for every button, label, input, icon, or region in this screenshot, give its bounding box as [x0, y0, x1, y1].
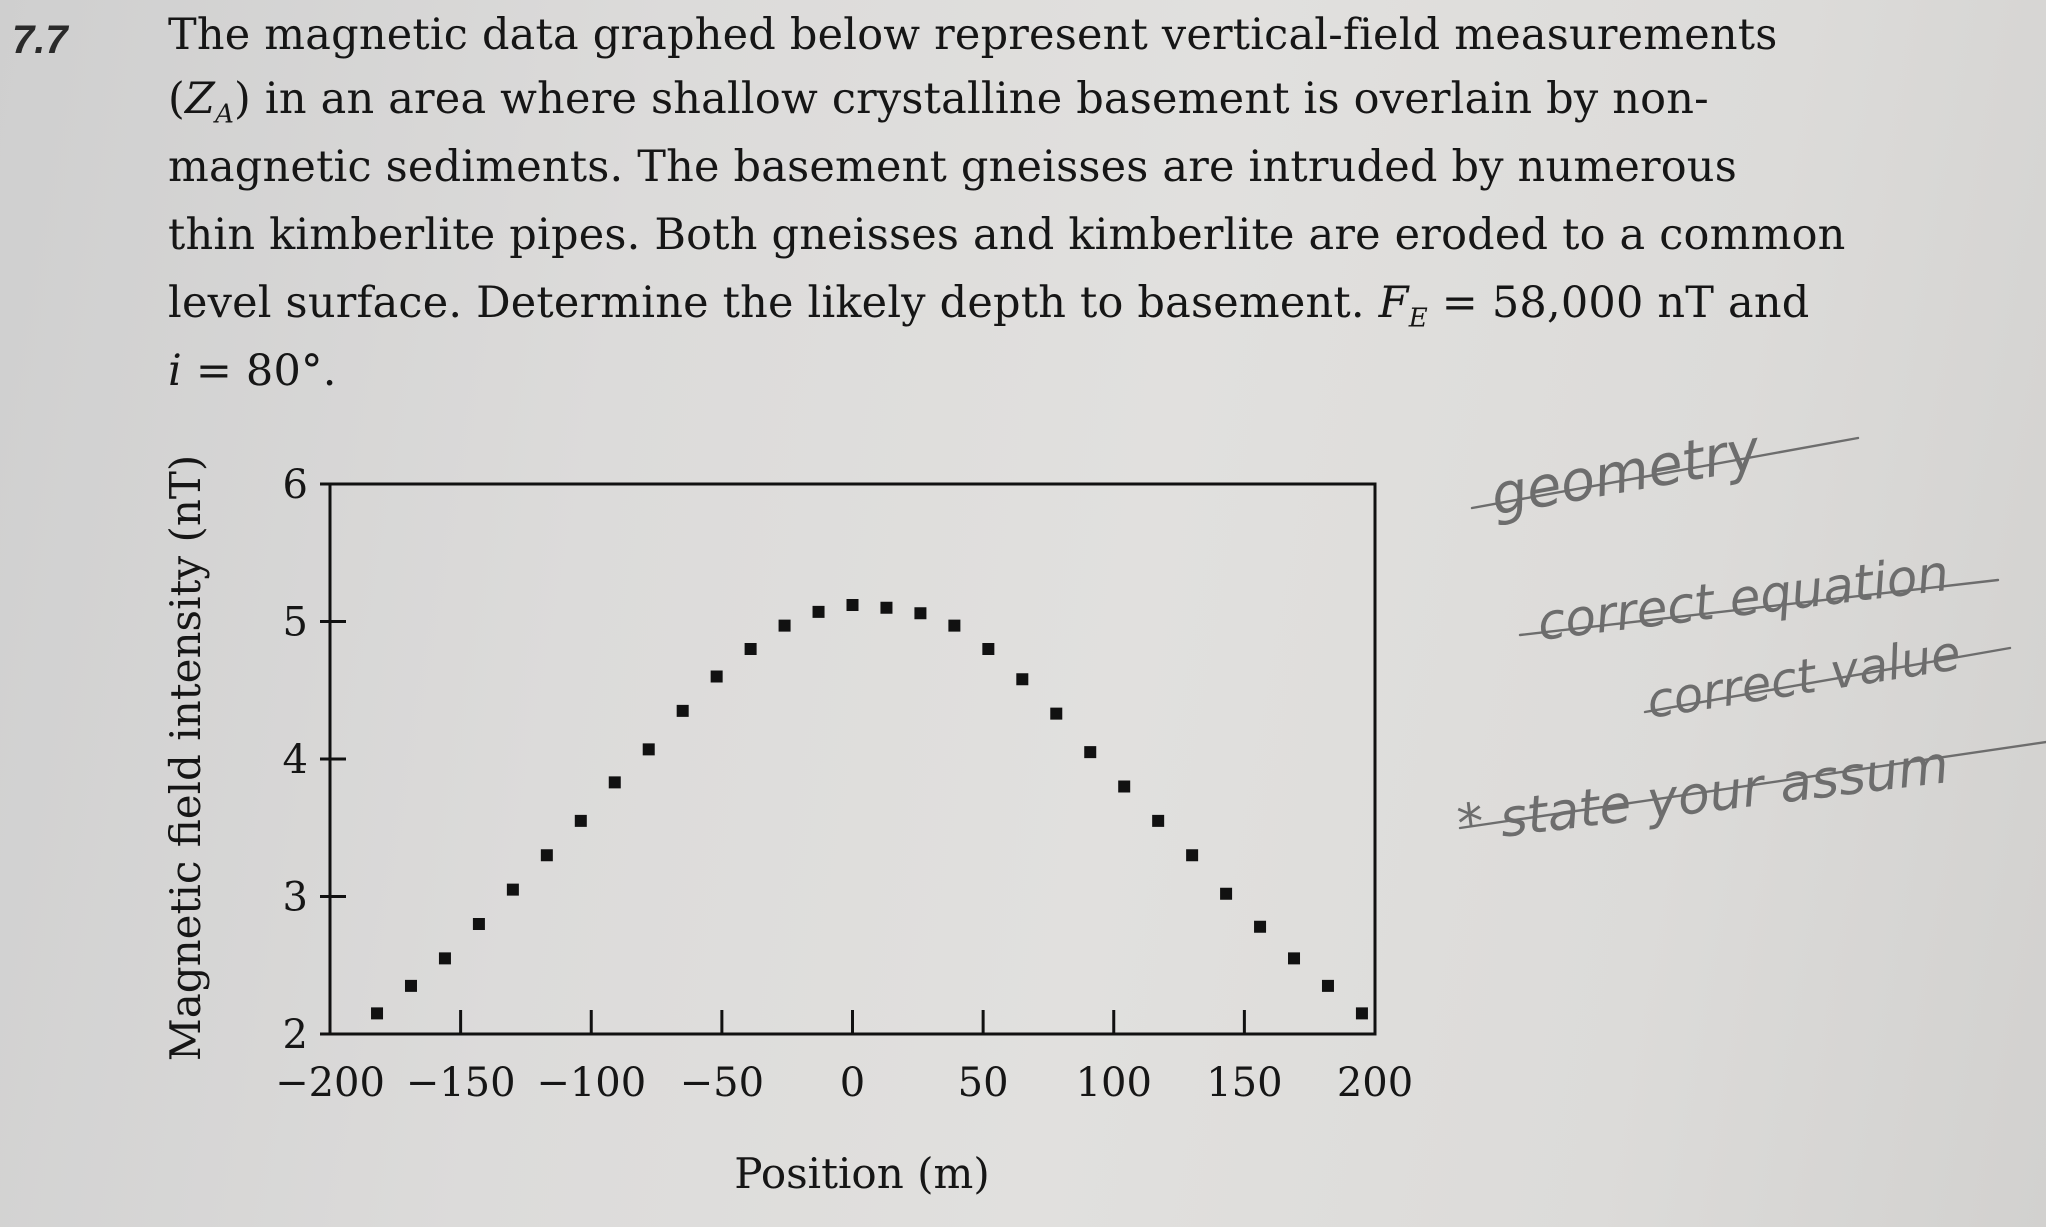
note-strike-2 — [1518, 578, 2000, 637]
data-point — [778, 619, 791, 632]
x-tick-label: 0 — [840, 1060, 865, 1106]
y-tick-label: 2 — [283, 1012, 308, 1058]
data-point — [472, 918, 485, 930]
fe-symbol: F — [1378, 278, 1409, 328]
y-tick-label: 4 — [283, 737, 308, 783]
x-tick-label: −50 — [680, 1060, 764, 1106]
data-point — [1321, 979, 1334, 992]
x-tick-label: 100 — [1076, 1060, 1152, 1106]
y-axis-ticks: 2 3 4 5 6 — [283, 462, 346, 1058]
data-point — [812, 605, 825, 618]
data-point — [1220, 887, 1233, 900]
problem-line-3: magnetic sediments. The basement gneisse… — [168, 142, 1737, 192]
data-point — [608, 776, 621, 789]
x-tick-label: −150 — [406, 1060, 516, 1106]
note-state-assumptions: * state your assum — [1454, 735, 1952, 855]
data-point — [404, 979, 417, 992]
y-axis-label: Magnetic field intensity (nT) — [161, 455, 210, 1062]
x-tick-label: 200 — [1337, 1060, 1413, 1106]
problem-number: 7.7 — [12, 18, 68, 62]
data-point — [1050, 707, 1063, 720]
note-strike-3 — [1643, 646, 2012, 714]
za-subscript: A — [215, 99, 235, 130]
data-point — [982, 643, 995, 655]
data-point — [1084, 746, 1097, 759]
problem-line-2-rest: ) in an area where shallow crystalline b… — [234, 74, 1709, 124]
data-point — [642, 743, 655, 756]
problem-line-2: (ZA) in an area where shallow crystallin… — [168, 74, 1709, 130]
problem-line-1: The magnetic data graphed below represen… — [168, 10, 1778, 60]
x-tick-label: 50 — [958, 1060, 1009, 1106]
data-point — [1254, 920, 1267, 933]
note-strike-4 — [1458, 740, 2046, 830]
problem-line-5: level surface. Determine the likely dept… — [168, 278, 1809, 334]
problem-line-4: thin kimberlite pipes. Both gneisses and… — [168, 210, 1846, 260]
data-point — [506, 883, 519, 896]
data-point — [1355, 1007, 1368, 1020]
data-point — [371, 1007, 384, 1020]
problem-line-6: i = 80°. — [168, 346, 337, 396]
note-strike-1 — [1470, 436, 1860, 510]
data-points — [371, 599, 1368, 1020]
inclination-value: = 80°. — [181, 346, 337, 396]
y-tick-label: 5 — [283, 600, 308, 646]
data-point — [438, 952, 451, 965]
data-point — [1016, 673, 1029, 686]
data-point — [744, 643, 757, 655]
data-point — [1152, 814, 1165, 827]
data-point — [914, 607, 927, 620]
data-point — [574, 814, 587, 827]
note-geometry: geometry — [1486, 417, 1765, 528]
data-point — [1118, 780, 1131, 793]
fe-subscript: E — [1408, 303, 1428, 334]
fe-value: = 58,000 nT and — [1427, 278, 1810, 328]
problem-line-5-main: level surface. Determine the likely dept… — [168, 278, 1379, 328]
x-axis-ticks: −200 −150 −100 −50 0 50 100 150 200 — [275, 1010, 1413, 1106]
note-correct-value: correct value — [1643, 625, 1964, 730]
y-tick-label: 3 — [283, 875, 308, 921]
data-point — [846, 599, 859, 611]
inclination-symbol: i — [168, 346, 182, 396]
x-tick-label: −100 — [536, 1060, 646, 1106]
data-point — [948, 619, 961, 632]
data-point — [676, 704, 689, 717]
za-symbol: Z — [184, 74, 216, 124]
data-point — [710, 670, 723, 683]
x-axis-label: Position (m) — [734, 1149, 989, 1198]
data-point — [1288, 952, 1301, 965]
x-tick-label: −200 — [275, 1060, 385, 1106]
y-tick-label: 6 — [283, 462, 308, 508]
data-point — [1186, 849, 1199, 862]
x-tick-label: 150 — [1206, 1060, 1282, 1106]
data-point — [540, 849, 553, 862]
data-point — [880, 601, 893, 614]
